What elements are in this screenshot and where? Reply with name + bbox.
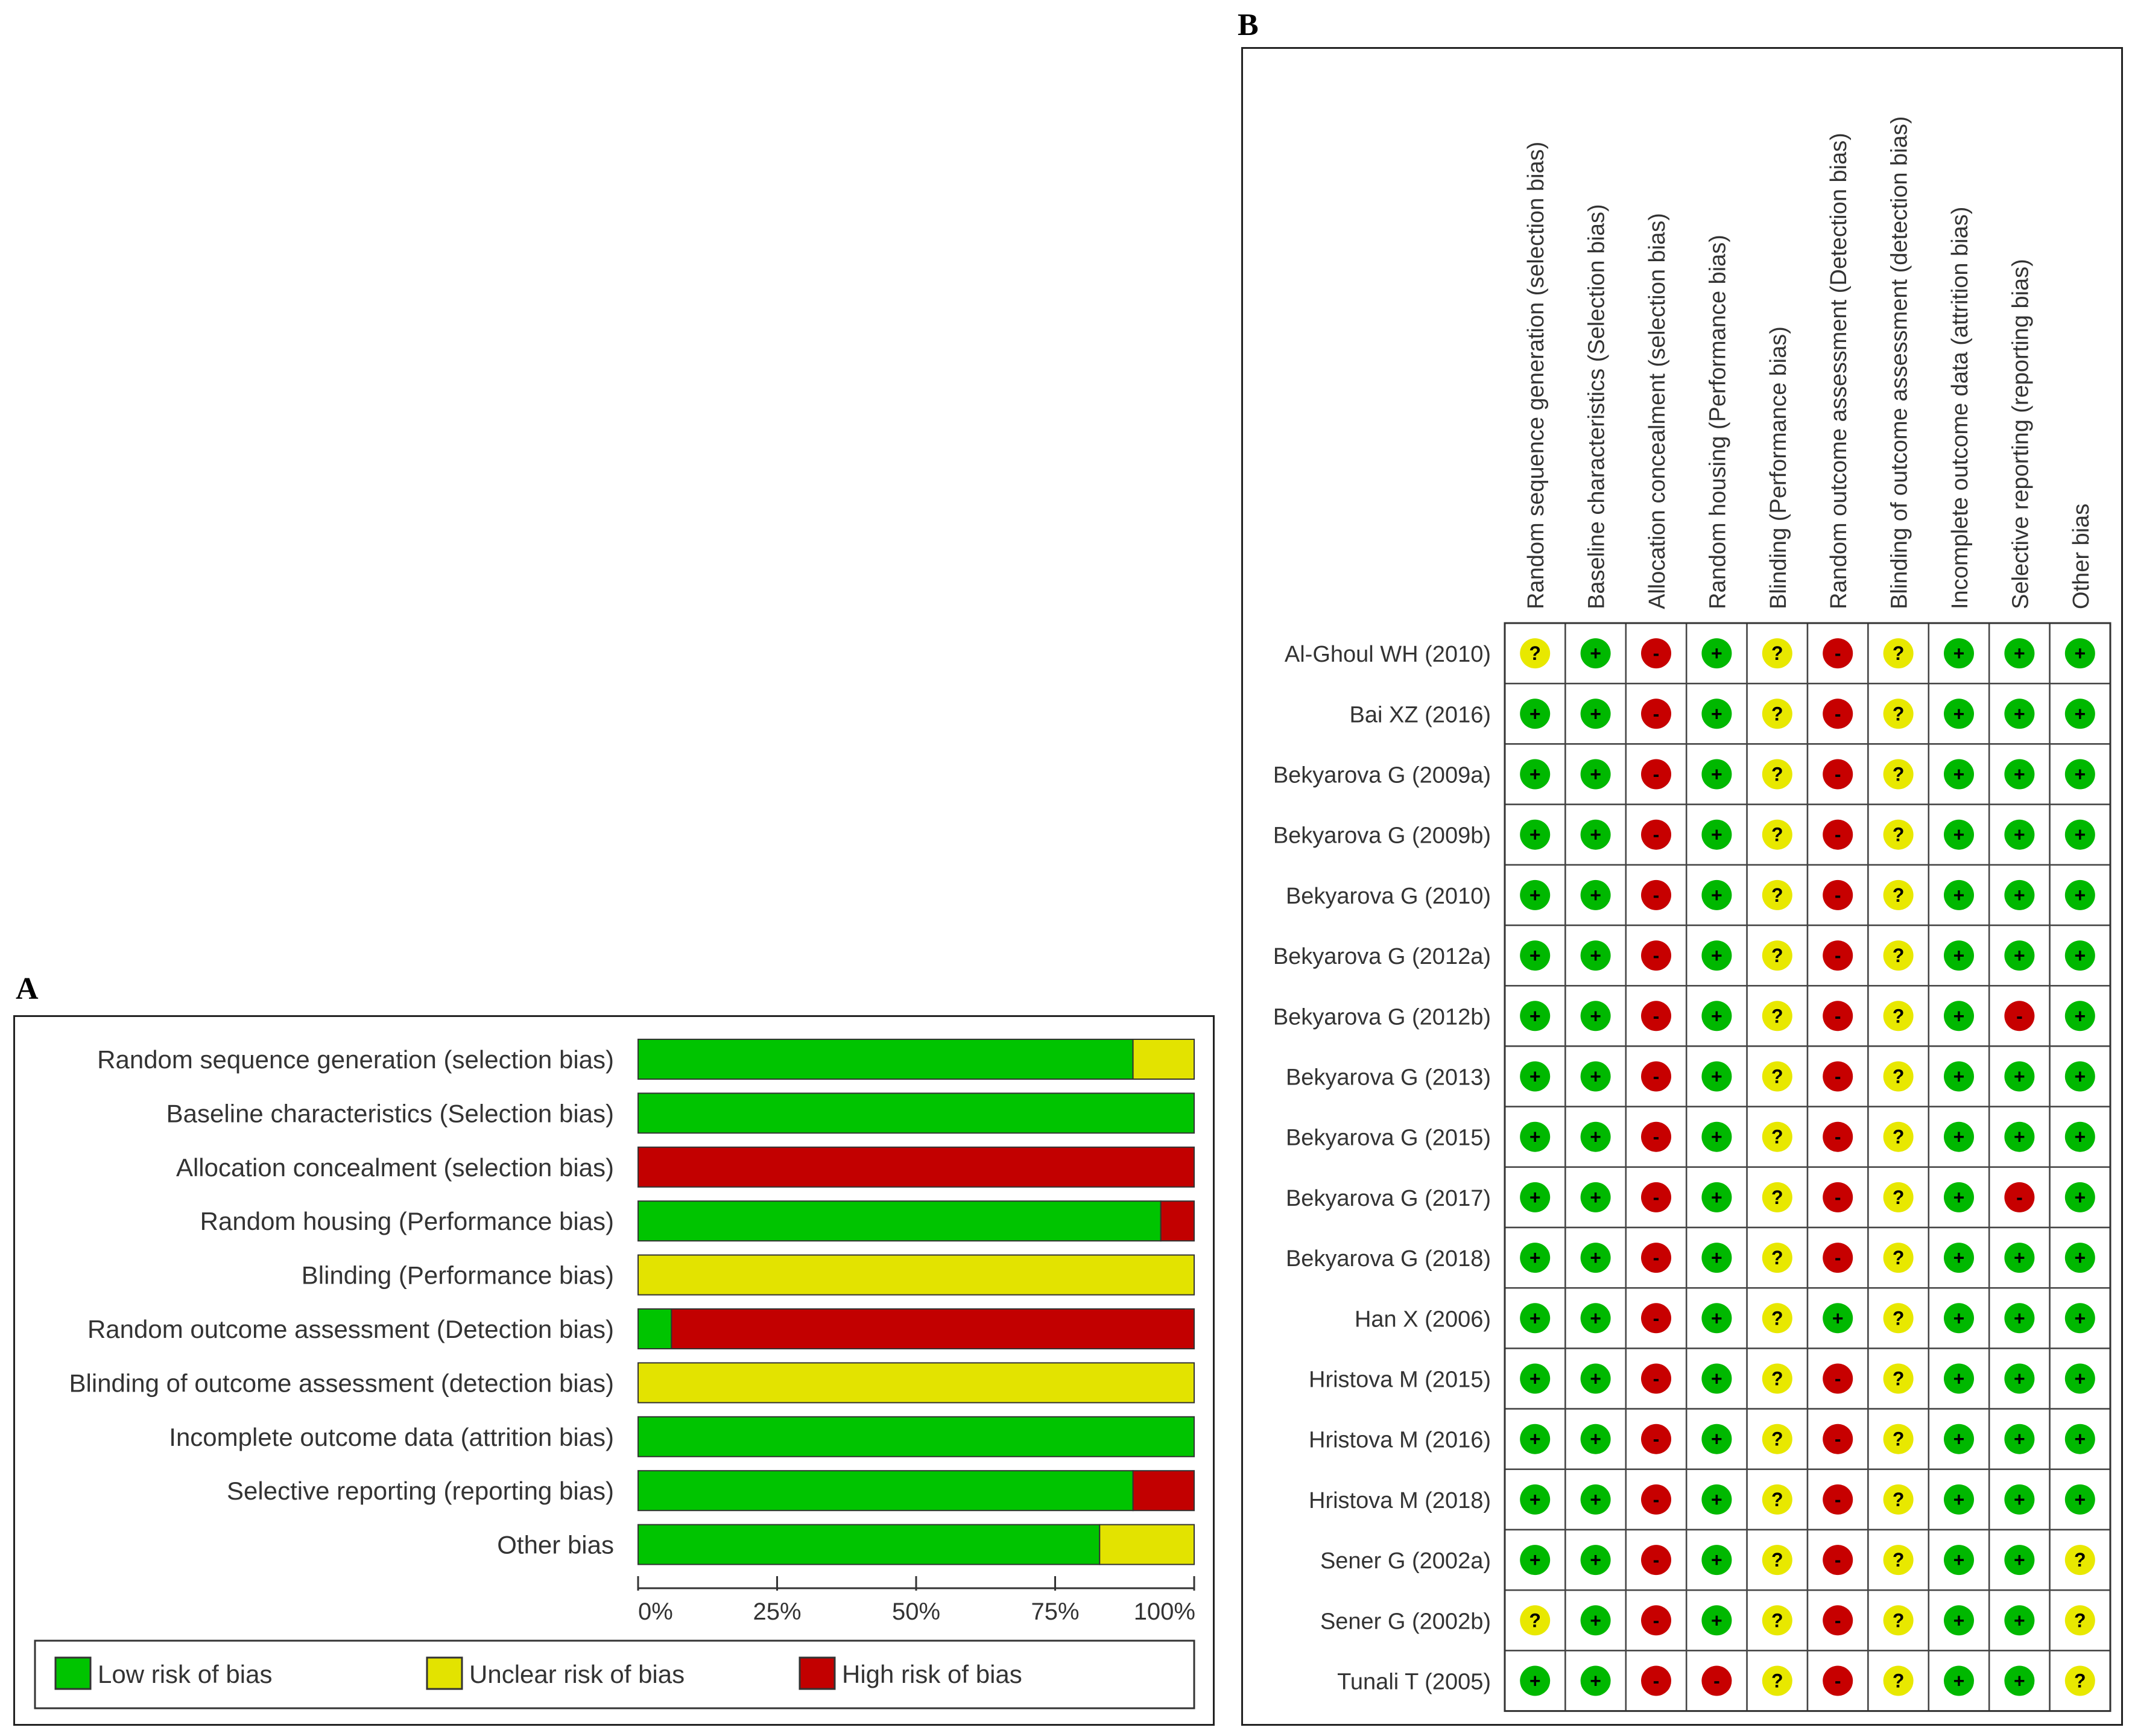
panel-a-label: A: [16, 972, 39, 1006]
panel-b-label: B: [1238, 8, 1259, 42]
panel-b-frame: [1241, 47, 2123, 1726]
panel-a-frame: [13, 1015, 1215, 1726]
